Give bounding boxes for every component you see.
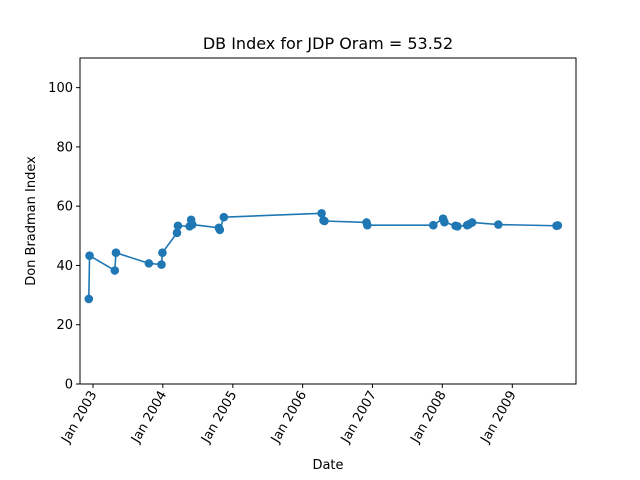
- series-layer: [84, 208, 563, 304]
- data-point: [111, 248, 121, 258]
- data-point: [317, 208, 326, 218]
- plot-frame: [79, 57, 577, 385]
- data-point: [215, 225, 225, 235]
- y-tick-label: 60: [56, 200, 73, 215]
- x-axis-label: Date: [312, 458, 343, 473]
- y-tick-label: 100: [48, 81, 73, 96]
- y-axis-label: Don Bradman Index: [24, 156, 39, 286]
- data-point: [157, 260, 166, 269]
- data-point: [173, 221, 183, 231]
- data-point: [84, 294, 94, 304]
- data-point: [85, 251, 94, 260]
- data-point: [110, 266, 120, 275]
- data-point: [320, 216, 329, 226]
- data-point: [553, 221, 563, 230]
- data-point: [494, 220, 503, 229]
- data-point: [187, 220, 197, 229]
- y-tick-label: 80: [56, 140, 73, 155]
- y-tick-label: 0: [65, 378, 73, 393]
- y-tick-label: 20: [56, 318, 73, 333]
- data-point: [144, 259, 154, 268]
- data-point: [363, 220, 372, 230]
- data-point: [467, 218, 477, 227]
- data-point: [440, 217, 449, 227]
- data-point: [453, 222, 462, 231]
- data-point: [172, 228, 182, 238]
- data-point: [429, 220, 438, 230]
- y-tick-label: 40: [56, 259, 73, 274]
- chart-title: DB Index for JDP Oram = 53.52: [203, 34, 453, 53]
- data-point: [219, 212, 229, 222]
- data-point: [158, 248, 167, 258]
